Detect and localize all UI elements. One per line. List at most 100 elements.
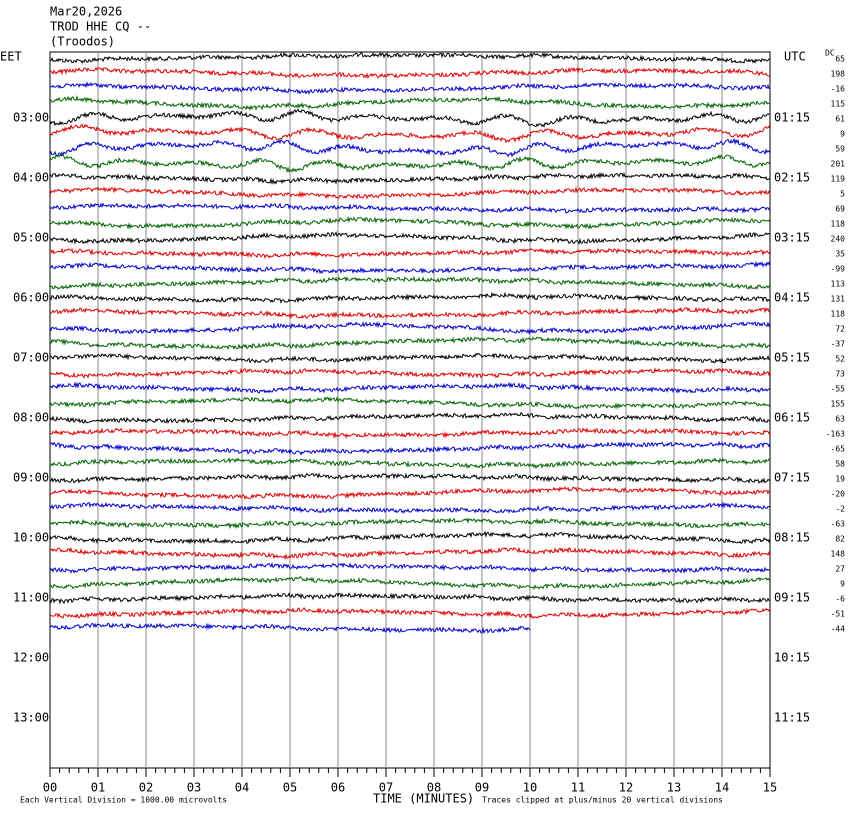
trace [49,336,771,350]
right-axis-title: UTC [784,50,806,64]
x-tick-label: 06 [331,781,345,795]
x-tick-label: 11 [571,781,585,795]
dc-value: 198 [831,70,846,79]
plot-frame [49,51,771,769]
trace [49,291,771,304]
x-tick-label: 09 [475,781,489,795]
dc-value: 61 [835,115,845,124]
dc-value: 72 [835,325,845,334]
right-time-label: 09:15 [774,591,810,605]
x-tick-label: 02 [139,781,153,795]
right-time-label: 11:15 [774,711,810,725]
trace [49,576,771,590]
dc-value: -51 [831,610,846,619]
trace [49,137,771,158]
trace [49,66,771,79]
x-tick-label: 01 [91,781,105,795]
dc-value: 240 [831,235,846,244]
right-time-label: 06:15 [774,411,810,425]
trace [49,123,771,144]
x-tick-label: 03 [187,781,201,795]
trace [49,622,531,635]
trace [49,427,771,439]
station: TROD HHE CQ -- [50,20,151,34]
x-tick-label: 12 [619,781,633,795]
trace [49,546,771,561]
dc-value: 115 [831,100,846,109]
x-tick-label: 13 [667,781,681,795]
trace [49,51,771,64]
dc-value: 63 [835,415,845,424]
trace [49,171,771,186]
trace [49,607,771,619]
x-tick-label: 04 [235,781,249,795]
trace [49,275,771,291]
trace [49,321,771,335]
dc-value: 5 [840,190,845,199]
clip-note: Traces clipped at plus/minus 20 vertical… [482,796,723,805]
dc-value: 35 [835,250,845,259]
right-time-label: 01:15 [774,111,810,125]
left-time-label: 13:00 [13,711,49,725]
left-time-label: 10:00 [13,531,49,545]
dc-value: 65 [835,55,845,64]
dc-value: 73 [835,370,845,379]
left-time-label: 04:00 [13,171,49,185]
dc-value: 118 [831,220,846,229]
trace [49,153,771,174]
dc-title: DC [825,49,835,58]
trace [49,202,771,215]
dc-value: -16 [831,85,846,94]
dc-value: -6 [835,595,845,604]
left-time-label: 06:00 [13,291,49,305]
trace [49,472,771,484]
trace [49,352,771,364]
x-tick-label: 00 [43,781,57,795]
dc-value: -55 [831,385,846,394]
dc-value: 59 [835,145,845,154]
left-time-label: 09:00 [13,471,49,485]
dc-value: 9 [840,580,845,589]
left-time-label: 08:00 [13,411,49,425]
trace [49,501,771,514]
x-tick-label: 08 [427,781,441,795]
right-time-label: 08:15 [774,531,810,545]
trace [49,247,771,260]
dc-value: 9 [840,130,845,139]
right-time-label: 05:15 [774,351,810,365]
dc-value: 131 [831,295,846,304]
dc-value: 58 [835,460,845,469]
right-time-label: 10:15 [774,651,810,665]
trace [49,108,771,128]
dc-value: 113 [831,280,846,289]
trace [49,411,771,424]
trace [49,260,771,275]
dc-value: -63 [831,520,846,529]
dc-value: 155 [831,400,846,409]
right-time-label: 07:15 [774,471,810,485]
trace [49,457,771,470]
dc-value: 148 [831,550,846,559]
x-tick-label: 07 [379,781,393,795]
left-time-label: 11:00 [13,591,49,605]
dc-value: -37 [831,340,846,349]
date: Mar20,2026 [50,5,122,19]
dc-value: 82 [835,535,845,544]
dc-value: -99 [831,265,846,274]
trace [50,230,771,245]
trace [49,517,771,530]
left-time-label: 03:00 [13,111,49,125]
dc-value: -163 [826,430,845,439]
dc-value: -44 [831,625,846,634]
dc-value: -65 [831,445,846,454]
dc-value: 52 [835,355,845,364]
trace [49,381,771,394]
trace [49,81,771,95]
dc-value: 119 [831,175,846,184]
left-time-label: 05:00 [13,231,49,245]
trace [49,95,771,111]
left-axis-title: EET [0,50,22,64]
x-tick-label: 05 [283,781,297,795]
